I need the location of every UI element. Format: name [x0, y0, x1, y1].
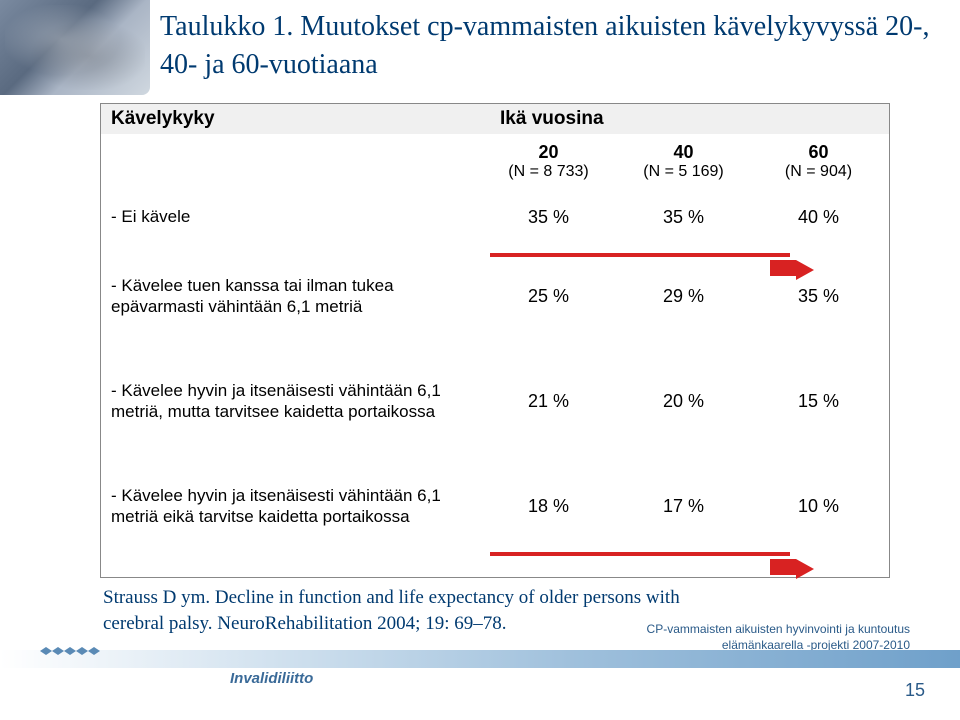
corner-decor-image [0, 0, 150, 95]
annotation-line [490, 253, 790, 257]
table-subheader-row: 20 (N = 8 733) 40 (N = 5 169) 60 (N = 90… [101, 134, 889, 193]
footer-logo: Invalidiliitto [230, 670, 313, 687]
footer-project: CP-vammaisten aikuisten hyvinvointi ja k… [647, 622, 910, 653]
annotation-arrow-icon [796, 559, 814, 579]
table-header-row: Kävelykyky Ikä vuosina [101, 104, 889, 134]
age-col-40: 40 (N = 5 169) [616, 142, 751, 181]
page-title: Taulukko 1. Muutokset cp-vammaisten aiku… [160, 8, 930, 84]
age-col-60: 60 (N = 904) [751, 142, 886, 181]
header-right: Ikä vuosina [480, 108, 889, 130]
table-row: - Kävelee hyvin ja itsenäisesti vähintää… [101, 351, 889, 451]
header-left: Kävelykyky [101, 108, 480, 130]
footer-wave-decor [0, 650, 960, 668]
table-row: - Kävelee hyvin ja itsenäisesti vähintää… [101, 461, 889, 551]
annotation-arrow-icon [770, 559, 796, 575]
page-number: 15 [905, 680, 925, 701]
citation-text: Strauss D ym. Decline in function and li… [103, 585, 703, 636]
annotation-line [490, 552, 790, 556]
data-table: Kävelykyky Ikä vuosina 20 (N = 8 733) 40… [100, 103, 890, 578]
annotation-arrow-icon [796, 260, 814, 280]
age-col-20: 20 (N = 8 733) [481, 142, 616, 181]
annotation-arrow-icon [770, 260, 796, 276]
table-row: - Ei kävele 35 % 35 % 40 % [101, 193, 889, 241]
